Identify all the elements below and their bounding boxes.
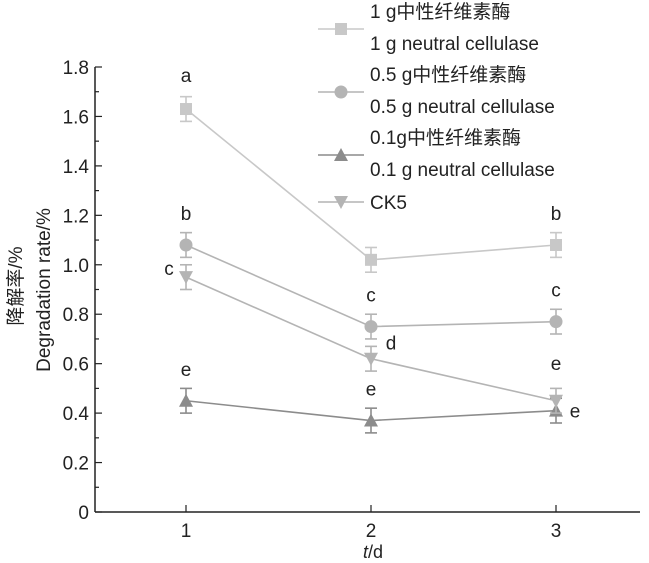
legend-item: 0.5 g中性纤维素酶 0.5 g neutral cellulase: [318, 64, 555, 118]
y-axis-label-en: Degradation rate/%: [34, 208, 55, 372]
x-tick-label: 1: [181, 521, 192, 542]
significance-letter: e: [366, 380, 377, 401]
legend-label-en: 0.5 g neutral cellulase: [370, 97, 555, 118]
significance-letter: d: [386, 334, 397, 355]
legend-item: 1 g中性纤维素酶 1 g neutral cellulase: [318, 1, 539, 55]
legend-label-en: 0.1 g neutral cellulase: [370, 160, 555, 181]
significance-letter: b: [181, 204, 192, 225]
y-tick-label: 0.6: [63, 355, 89, 376]
legend-item: CK5: [318, 193, 407, 214]
y-tick-label: 1.8: [63, 58, 89, 79]
significance-letter: c: [551, 281, 561, 302]
significance-letter: b: [551, 204, 562, 225]
triangle-up-marker: [179, 393, 193, 407]
x-axis-label-unit: /d: [368, 542, 383, 562]
y-tick-label: 0.8: [63, 305, 89, 326]
significance-letter: e: [181, 360, 192, 381]
circle-marker: [364, 320, 378, 334]
y-tick-label: 0.4: [63, 404, 90, 425]
triangle-up-marker: [334, 148, 348, 161]
square-marker: [365, 253, 377, 266]
y-tick-label: 1.2: [63, 206, 89, 227]
significance-letter: e: [551, 354, 562, 375]
axes: 0 0.2 0.4 0.6 0.8 1.0 1.2 1.4 1.6 1.8 1 2 3: [63, 58, 640, 542]
y-axis-label-cn: 降解率/%: [5, 246, 27, 325]
series-1: b c c: [179, 204, 563, 340]
series-2: e e e: [179, 360, 581, 434]
square-marker: [550, 239, 562, 251]
legend: 1 g中性纤维素酶 1 g neutral cellulase 0.5 g中性纤维素…: [318, 1, 555, 214]
circle-marker: [334, 85, 348, 99]
significance-letter: a: [181, 66, 192, 87]
square-marker: [180, 103, 192, 116]
triangle-down-marker: [179, 271, 193, 285]
square-marker: [335, 23, 347, 35]
triangle-down-marker: [364, 352, 378, 366]
x-axis-label: t/d: [363, 542, 383, 562]
legend-label-en: CK5: [370, 193, 407, 214]
triangle-down-marker: [549, 394, 563, 408]
significance-letter: c: [366, 286, 376, 307]
x-tick-label: 2: [366, 521, 377, 542]
significance-letter: e: [570, 402, 581, 423]
legend-label-cn: 1 g中性纤维素酶: [370, 1, 510, 23]
y-tick-label: 0: [78, 503, 89, 524]
circle-marker: [179, 238, 193, 252]
significance-letter: c: [164, 259, 174, 280]
legend-label-cn: 0.1g中性纤维素酶: [370, 127, 521, 149]
triangle-down-marker: [334, 196, 348, 209]
legend-label-cn: 0.5 g中性纤维素酶: [370, 64, 526, 86]
legend-item: 0.1g中性纤维素酶 0.1 g neutral cellulase: [318, 127, 555, 181]
series-0: ab: [180, 66, 562, 273]
y-tick-label: 0.2: [63, 454, 89, 475]
circle-marker: [549, 315, 563, 329]
x-axis-label-var: t: [363, 542, 369, 562]
y-tick-label: 1.6: [63, 107, 89, 128]
series-3: c d e: [164, 259, 563, 414]
legend-label-en: 1 g neutral cellulase: [370, 34, 539, 55]
y-tick-label: 1.0: [63, 256, 89, 277]
x-tick-label: 3: [551, 521, 562, 542]
triangle-up-marker: [364, 413, 378, 427]
y-tick-label: 1.4: [63, 157, 90, 178]
